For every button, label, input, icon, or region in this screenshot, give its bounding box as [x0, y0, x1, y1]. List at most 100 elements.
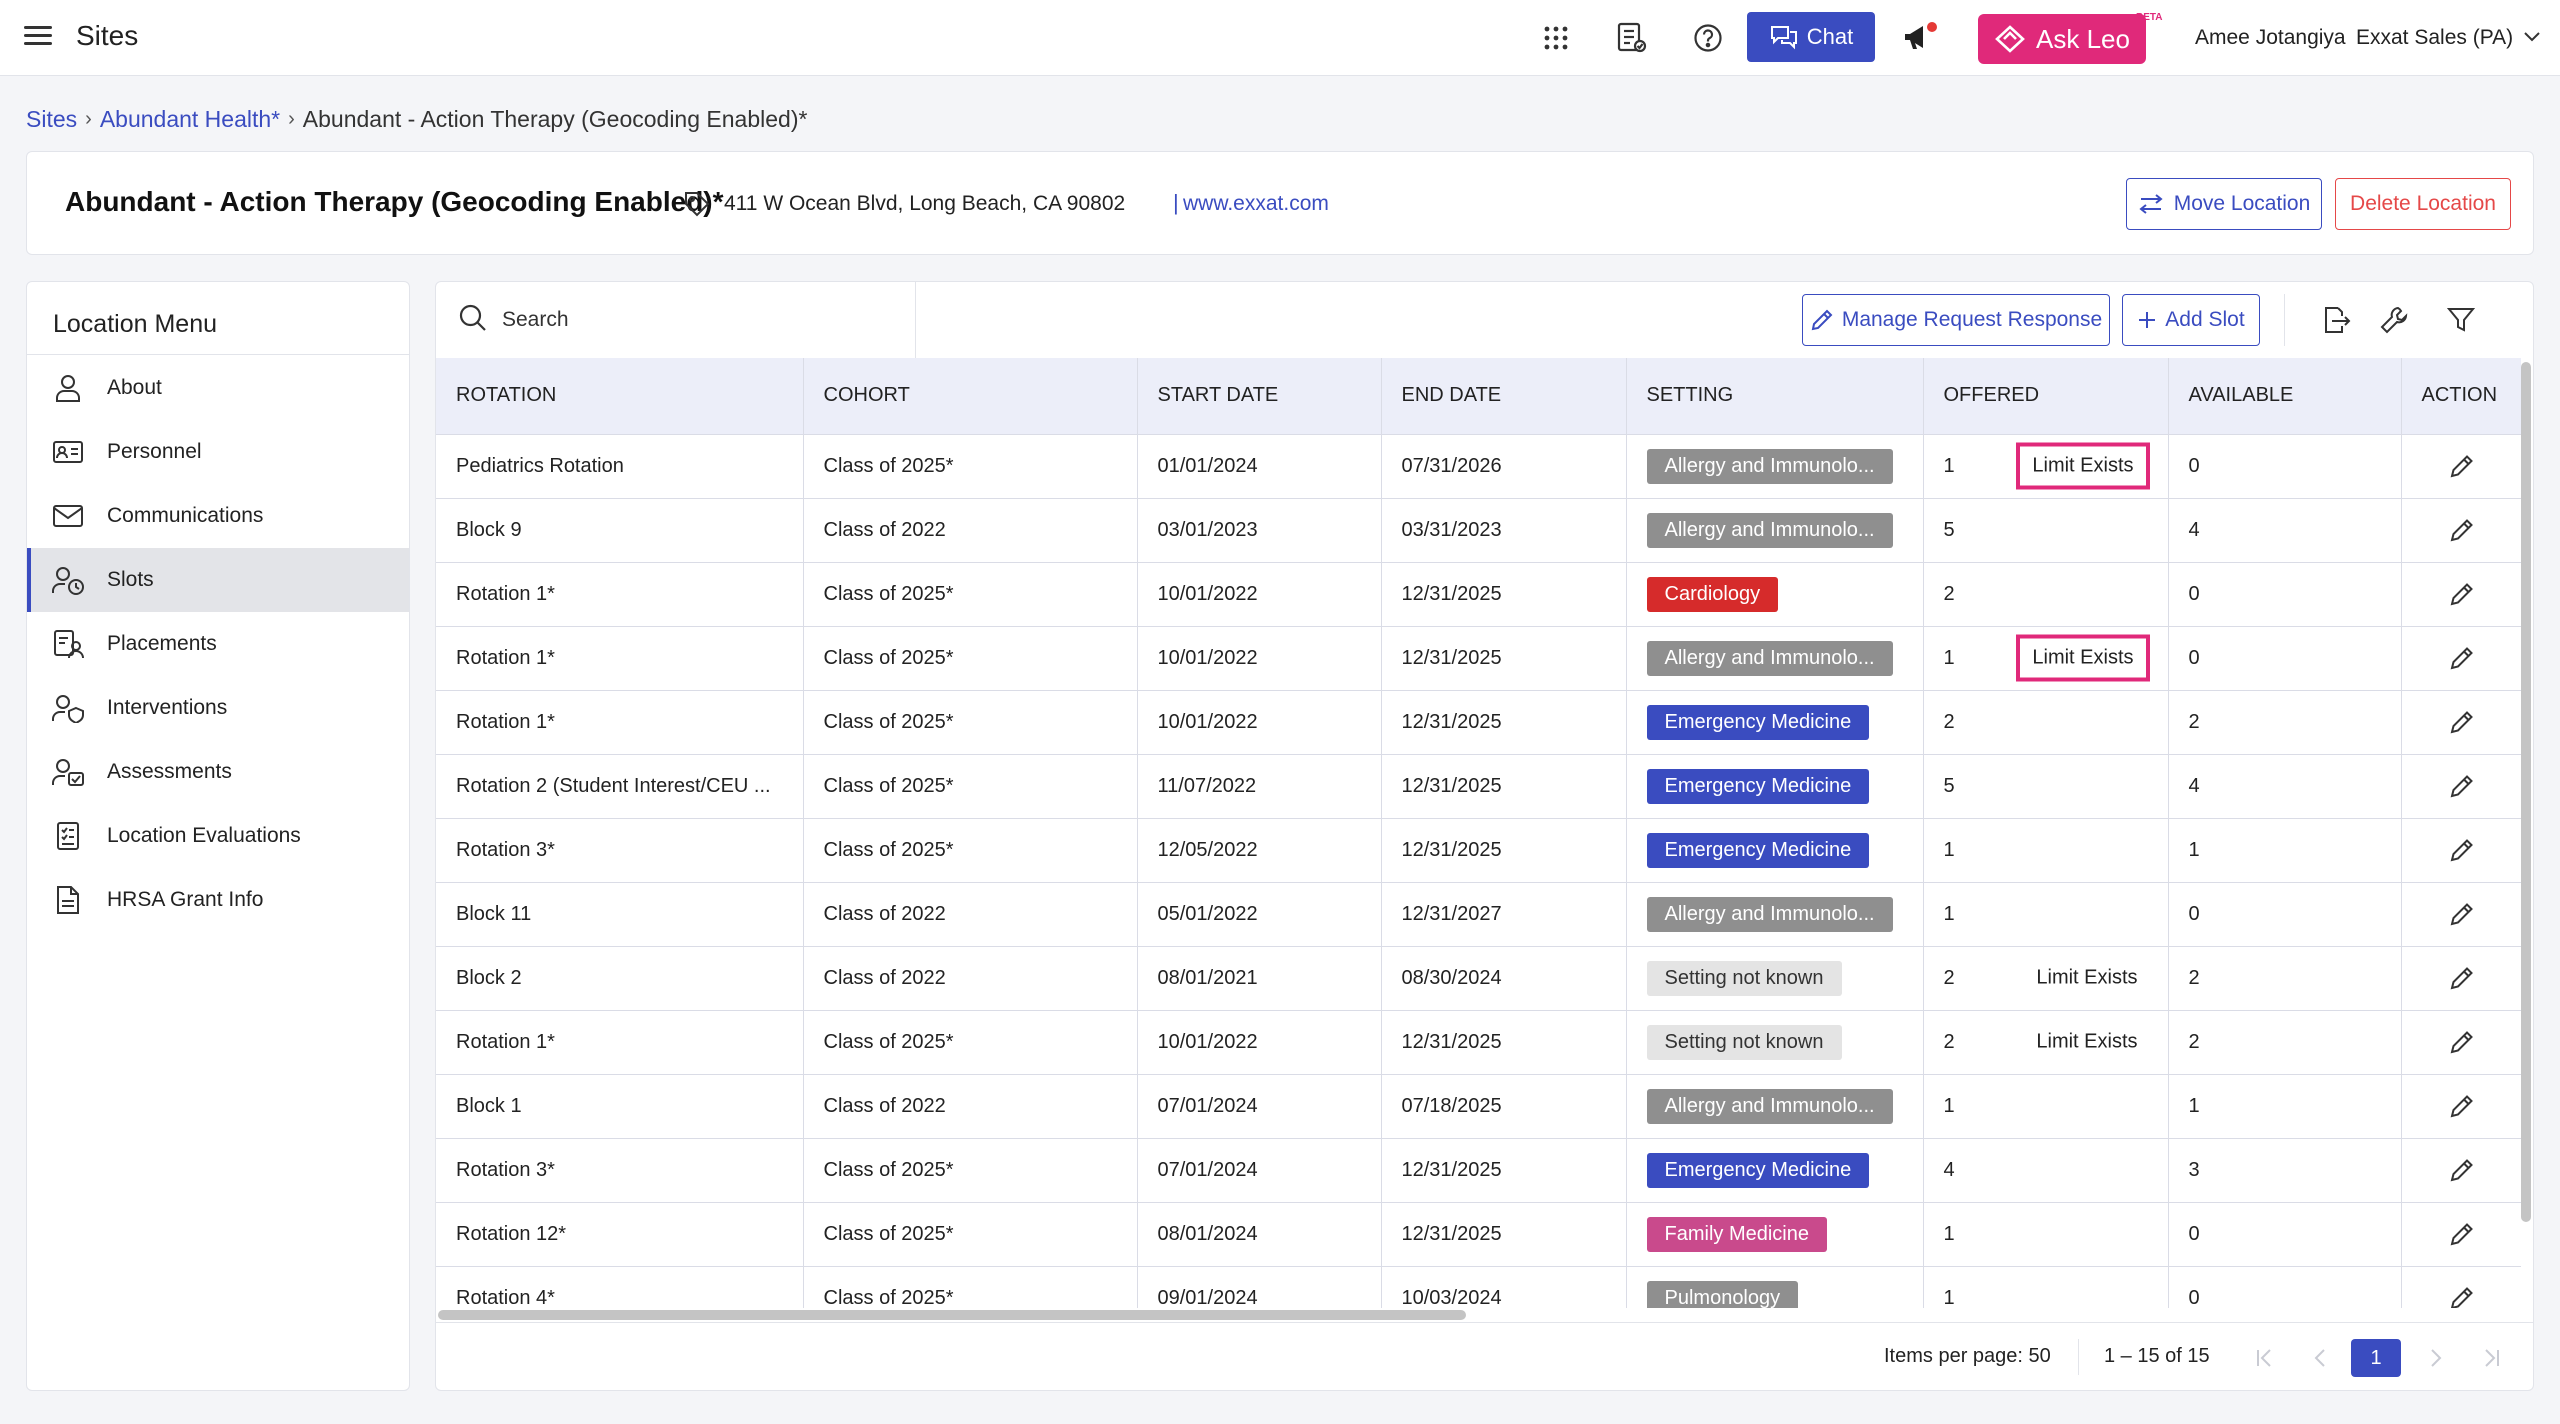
- hamburger-menu-icon[interactable]: [24, 22, 52, 50]
- table-row[interactable]: Block 1 Class of 2022 07/01/2024 07/18/2025…: [436, 1074, 2522, 1139]
- edit-pencil-icon[interactable]: [2422, 644, 2522, 672]
- table-row[interactable]: Block 11 Class of 2022 05/01/2022 12/31/202…: [436, 882, 2522, 947]
- edit-pencil-icon[interactable]: [2422, 452, 2522, 480]
- search-input[interactable]: [502, 308, 882, 332]
- announcement-megaphone-icon[interactable]: [1902, 20, 1938, 56]
- add-slot-button[interactable]: Add Slot: [2122, 294, 2260, 346]
- cell-rotation: Rotation 3*: [436, 818, 804, 883]
- cell-start-date: 10/01/2022: [1137, 562, 1382, 627]
- first-page-icon[interactable]: [2248, 1341, 2282, 1375]
- checklist-doc-icon[interactable]: [1614, 20, 1650, 56]
- org-name[interactable]: Exxat Sales (PA): [2356, 26, 2514, 49]
- sidebar-item-hrsa-grant-info[interactable]: HRSA Grant Info: [27, 868, 409, 932]
- cell-offered: 2: [1923, 562, 2169, 627]
- cell-rotation: Rotation 2 (Student Interest/CEU ...: [436, 754, 804, 819]
- user-name[interactable]: Amee Jotangiya: [2195, 26, 2346, 49]
- next-page-icon[interactable]: [2418, 1341, 2452, 1375]
- cell-offered: 4: [1923, 1138, 2169, 1203]
- table-row[interactable]: Rotation 3* Class of 2025* 07/01/2024 12/31…: [436, 1138, 2522, 1203]
- sidebar-item-slots[interactable]: Slots: [27, 548, 409, 612]
- person-icon: [51, 371, 85, 405]
- vertical-scrollbar[interactable]: [2521, 362, 2531, 1222]
- leo-logo-icon: [1995, 25, 2025, 53]
- items-per-page[interactable]: Items per page: 50: [1884, 1345, 2051, 1367]
- edit-pencil-icon[interactable]: [2422, 1156, 2522, 1184]
- offered-value: 2: [1943, 710, 1955, 733]
- table-row[interactable]: Rotation 1* Class of 2025* 10/01/2022 12/31…: [436, 562, 2522, 627]
- cell-end-date: 03/31/2023: [1381, 498, 1627, 563]
- column-header-setting[interactable]: SETTING: [1626, 358, 1924, 435]
- column-header-action: ACTION: [2401, 358, 2521, 435]
- person-check-icon: [51, 755, 85, 789]
- edit-pencil-icon[interactable]: [2422, 1092, 2522, 1120]
- last-page-icon[interactable]: [2474, 1341, 2508, 1375]
- location-menu: Location Menu About Personnel Communicat…: [26, 281, 410, 1391]
- chat-label: Chat: [1806, 24, 1854, 49]
- help-icon[interactable]: [1690, 20, 1726, 56]
- app-title: Sites: [76, 20, 139, 51]
- cell-start-date: 07/01/2024: [1137, 1074, 1382, 1139]
- column-header-available[interactable]: AVAILABLE: [2168, 358, 2402, 435]
- cell-action: [2401, 818, 2522, 883]
- edit-pencil-icon[interactable]: [2422, 900, 2522, 928]
- filter-icon[interactable]: [2443, 302, 2479, 338]
- table-row[interactable]: Rotation 1* Class of 2025* 10/01/2022 12/31…: [436, 1010, 2522, 1075]
- edit-pencil-icon[interactable]: [2422, 772, 2522, 800]
- edit-pencil-icon[interactable]: [2422, 516, 2522, 544]
- column-header-end-date[interactable]: END DATE: [1381, 358, 1627, 435]
- cell-action: [2401, 1138, 2522, 1203]
- chevron-down-icon[interactable]: [2522, 26, 2542, 51]
- move-location-button[interactable]: Move Location: [2126, 178, 2322, 230]
- horizontal-scrollbar[interactable]: [438, 1310, 1466, 1320]
- ask-leo-button[interactable]: Ask Leo: [1978, 14, 2146, 64]
- column-header-offered[interactable]: OFFERED: [1923, 358, 2169, 435]
- sidebar-item-placements[interactable]: Placements: [27, 612, 409, 676]
- current-page-button[interactable]: 1: [2351, 1339, 2401, 1377]
- table-row[interactable]: Block 9 Class of 2022 03/01/2023 03/31/2023…: [436, 498, 2522, 563]
- table-row[interactable]: Pediatrics Rotation Class of 2025* 01/01/2…: [436, 434, 2522, 499]
- manage-request-response-button[interactable]: Manage Request Response: [1802, 294, 2110, 346]
- chat-button[interactable]: Chat: [1747, 12, 1875, 62]
- previous-page-icon[interactable]: [2304, 1341, 2338, 1375]
- location-website-link[interactable]: www.exxat.com: [1183, 192, 1329, 215]
- sidebar-item-about[interactable]: About: [27, 356, 409, 420]
- breadcrumb-abundant-health[interactable]: Abundant Health*: [99, 106, 281, 132]
- cell-rotation: Rotation 12*: [436, 1202, 804, 1267]
- sidebar-item-location-evaluations[interactable]: Location Evaluations: [27, 804, 409, 868]
- setting-chip: Emergency Medicine: [1646, 768, 1870, 804]
- edit-pencil-icon[interactable]: [2422, 1220, 2522, 1248]
- cell-offered: 2 Limit Exists: [1923, 946, 2169, 1011]
- edit-pencil-icon[interactable]: [2422, 836, 2522, 864]
- breadcrumb-sites[interactable]: Sites: [26, 106, 78, 132]
- apps-grid-icon[interactable]: [1538, 20, 1574, 56]
- cell-end-date: 12/31/2025: [1381, 1138, 1627, 1203]
- table-row[interactable]: Rotation 1* Class of 2025* 10/01/2022 12/31…: [436, 690, 2522, 755]
- address-separator: |: [1173, 190, 1179, 215]
- sidebar-item-assessments[interactable]: Assessments: [27, 740, 409, 804]
- cell-action: [2401, 562, 2522, 627]
- delete-location-button[interactable]: Delete Location: [2335, 178, 2511, 230]
- column-header-cohort[interactable]: COHORT: [803, 358, 1138, 435]
- table-row[interactable]: Rotation 12* Class of 2025* 08/01/2024 12/3…: [436, 1202, 2522, 1267]
- edit-pencil-icon[interactable]: [2422, 580, 2522, 608]
- column-header-start-date[interactable]: START DATE: [1137, 358, 1382, 435]
- table-row[interactable]: Rotation 2 (Student Interest/CEU ... Clas…: [436, 754, 2522, 819]
- table-row[interactable]: Rotation 4* Class of 2025* 09/01/2024 10/03…: [436, 1266, 2521, 1308]
- sidebar-item-personnel[interactable]: Personnel: [27, 420, 409, 484]
- export-icon[interactable]: [2318, 302, 2354, 338]
- edit-pencil-icon[interactable]: [2422, 1028, 2522, 1056]
- column-header-rotation[interactable]: ROTATION: [436, 358, 804, 435]
- table-row[interactable]: Rotation 1* Class of 2025* 10/01/2022 12/31…: [436, 626, 2522, 691]
- sidebar-item-interventions[interactable]: Interventions: [27, 676, 409, 740]
- table-row[interactable]: Rotation 3* Class of 2025* 12/05/2022 12/31…: [436, 818, 2522, 883]
- table-row[interactable]: Block 2 Class of 2022 08/01/2021 08/30/2024…: [436, 946, 2522, 1011]
- edit-pencil-icon[interactable]: [2422, 708, 2522, 736]
- cell-cohort: Class of 2025*: [803, 818, 1138, 883]
- cell-rotation: Rotation 1*: [436, 562, 804, 627]
- wrench-icon[interactable]: [2376, 302, 2412, 338]
- cell-setting: Emergency Medicine: [1626, 1138, 1924, 1203]
- sidebar-item-communications[interactable]: Communications: [27, 484, 409, 548]
- edit-pencil-icon[interactable]: [2422, 1284, 2522, 1308]
- envelope-icon: [51, 499, 85, 533]
- edit-pencil-icon[interactable]: [2422, 964, 2522, 992]
